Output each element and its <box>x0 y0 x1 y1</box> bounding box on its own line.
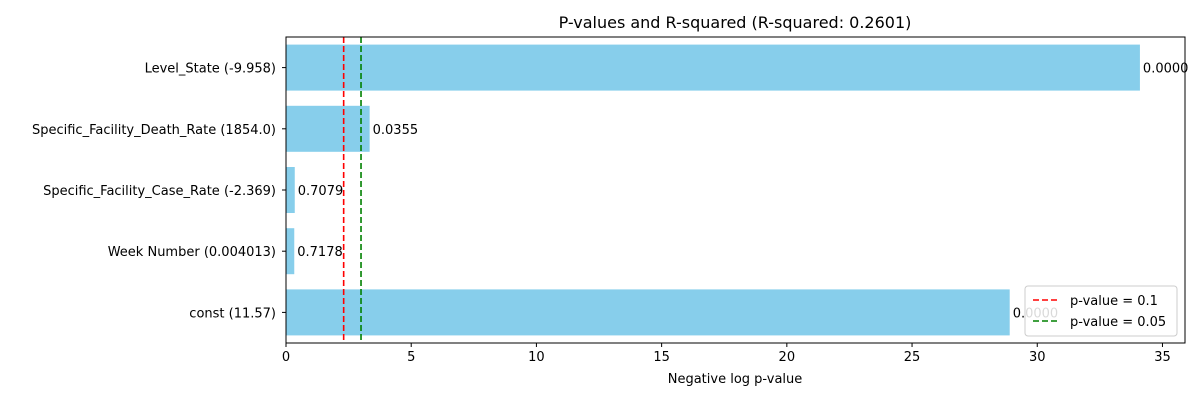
y-tick-label: Week Number (0.004013) <box>108 245 276 260</box>
x-tick-label: 30 <box>1029 350 1046 365</box>
x-axis-label: Negative log p-value <box>668 372 803 387</box>
legend-entry-label: p-value = 0.05 <box>1070 315 1166 330</box>
bar <box>286 289 1010 336</box>
legend: p-value = 0.1 p-value = 0.05 <box>1024 285 1178 337</box>
legend-box <box>1024 285 1178 337</box>
plot-frame <box>285 36 1186 344</box>
bar-data-label: 0.0000 <box>1143 62 1189 77</box>
x-tick-label: 25 <box>904 350 921 365</box>
y-tick-label: const (11.57) <box>189 306 276 321</box>
x-tick-label: 15 <box>653 350 670 365</box>
x-tick-label: 35 <box>1154 350 1171 365</box>
bar <box>286 105 370 152</box>
bar <box>286 228 295 275</box>
legend-entry-label: p-value = 0.1 <box>1070 294 1158 309</box>
x-tick-label: 10 <box>528 350 545 365</box>
bar-data-label: 0.0355 <box>373 123 419 138</box>
x-tick-label: 0 <box>282 350 290 365</box>
y-tick-label: Specific_Facility_Death_Rate (1854.0) <box>32 123 276 138</box>
bar-data-label: 0.7079 <box>298 184 344 199</box>
chart-title: P-values and R-squared (R-squared: 0.260… <box>559 13 912 32</box>
bar <box>286 167 295 213</box>
y-tick-label: Level_State (-9.958) <box>145 62 276 77</box>
bar-data-label: 0.7178 <box>297 245 343 260</box>
y-tick-label: Specific_Facility_Case_Rate (-2.369) <box>43 184 276 199</box>
x-tick-label: 20 <box>779 350 796 365</box>
bar <box>286 44 1140 91</box>
x-tick-label: 5 <box>407 350 415 365</box>
